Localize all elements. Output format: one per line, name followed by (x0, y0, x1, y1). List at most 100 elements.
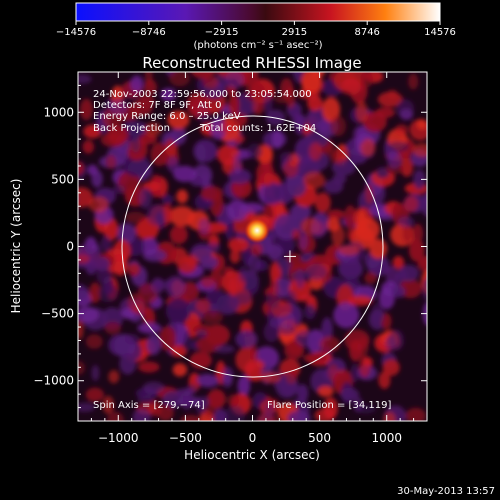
heat-blob (386, 150, 402, 169)
heat-blob (205, 242, 221, 253)
info-line-time: 24-Nov-2003 22:59:56.000 to 23:05:54.000 (93, 89, 312, 100)
heat-blob (408, 73, 419, 90)
heat-blob (364, 272, 377, 284)
heat-blob (398, 264, 419, 282)
heat-blob (263, 93, 273, 114)
heat-blob (388, 329, 404, 351)
colorbar-tick-label: 14576 (424, 27, 456, 38)
heat-blob (212, 408, 228, 421)
heat-blob (104, 321, 122, 335)
heat-blob (107, 411, 124, 421)
heat-blob (78, 402, 96, 413)
heat-blob (78, 161, 85, 176)
heat-blob (397, 216, 415, 228)
heat-blob (116, 223, 137, 244)
heat-blob (323, 397, 339, 420)
heat-blob (260, 372, 281, 383)
heat-blob (332, 173, 347, 185)
heat-blob (196, 373, 218, 387)
heat-blob (327, 209, 345, 220)
heat-blob (100, 235, 112, 252)
heat-blob (344, 205, 357, 230)
heat-blob (305, 263, 328, 281)
heat-blob (432, 231, 458, 243)
heat-blob (161, 194, 174, 205)
heat-blob (274, 95, 292, 104)
heat-blob (146, 334, 162, 355)
y-tick-label: 0 (66, 240, 74, 254)
heat-blob (309, 142, 322, 161)
heat-blob (319, 336, 341, 353)
heat-blob (375, 167, 390, 179)
heat-blob (327, 363, 339, 382)
heat-blob (227, 237, 249, 252)
y-axis-label: Heliocentric Y (arcsec) (9, 179, 23, 314)
heat-blob (78, 254, 90, 264)
colorbar (75, 2, 441, 22)
heat-blob (78, 197, 79, 200)
heat-blob (199, 173, 209, 183)
heat-blob (158, 326, 177, 351)
y-tick-label: −500 (41, 307, 74, 321)
colorbar-tick-label: −8746 (132, 27, 166, 38)
heat-blob (412, 223, 424, 244)
heat-blob (167, 156, 179, 173)
heat-blob (317, 385, 334, 397)
heat-blob (247, 143, 262, 160)
heat-blob (142, 381, 165, 394)
heat-blob (269, 277, 279, 296)
heat-blob (433, 244, 448, 261)
heat-blob (439, 188, 450, 207)
colorbar-tick-label: −14576 (56, 27, 96, 38)
heat-blob (127, 262, 141, 277)
heat-blob (140, 237, 159, 256)
heat-blob (304, 130, 329, 149)
heat-blob (346, 228, 355, 241)
heat-blob (228, 278, 237, 297)
heat-blob (421, 192, 427, 217)
heat-blob (138, 361, 160, 373)
heat-blob (131, 136, 141, 153)
heat-blob (80, 98, 93, 121)
heat-blob (279, 151, 294, 164)
heat-blob (321, 317, 333, 342)
heat-blob (338, 245, 360, 256)
heat-blob (238, 265, 248, 283)
heat-blob (85, 334, 103, 349)
heat-blob (102, 395, 115, 415)
y-tick-label: 1000 (43, 105, 74, 119)
heat-blob (150, 277, 165, 295)
footer-timestamp: 30-May-2013 13:57 (397, 486, 495, 497)
heat-blob (333, 302, 360, 329)
heat-blob (184, 254, 198, 266)
heat-blob (170, 126, 187, 146)
heat-blob (422, 279, 427, 301)
heat-blob (138, 187, 152, 209)
heat-blob (195, 329, 208, 339)
heat-blob (163, 203, 173, 223)
heat-blob (286, 173, 307, 198)
heat-blob (198, 218, 210, 235)
heat-blob (109, 99, 128, 116)
heat-blob (405, 407, 426, 421)
heat-blob (67, 252, 77, 267)
heat-blob (235, 330, 258, 349)
axis-ticks: −1000 −500 0 500 1000 −1000 −500 0 500 1000 (33, 72, 427, 445)
heat-blob (180, 414, 201, 421)
heat-blob (314, 192, 331, 213)
heat-blob (78, 306, 99, 323)
heat-blob (295, 330, 317, 347)
heat-blob (170, 344, 188, 358)
heat-blob (108, 370, 120, 384)
heat-blob (228, 168, 252, 184)
heat-blob (356, 209, 367, 234)
heat-blob (431, 264, 448, 278)
total-counts: Total counts: 1.62E+04 (199, 123, 316, 134)
heat-blob (228, 94, 240, 116)
heat-blob (382, 359, 400, 376)
heat-blob (180, 281, 200, 302)
heat-blob (207, 389, 226, 409)
heat-blob (239, 202, 265, 214)
x-tick-label: 1000 (371, 431, 402, 445)
heat-blob (88, 196, 109, 213)
